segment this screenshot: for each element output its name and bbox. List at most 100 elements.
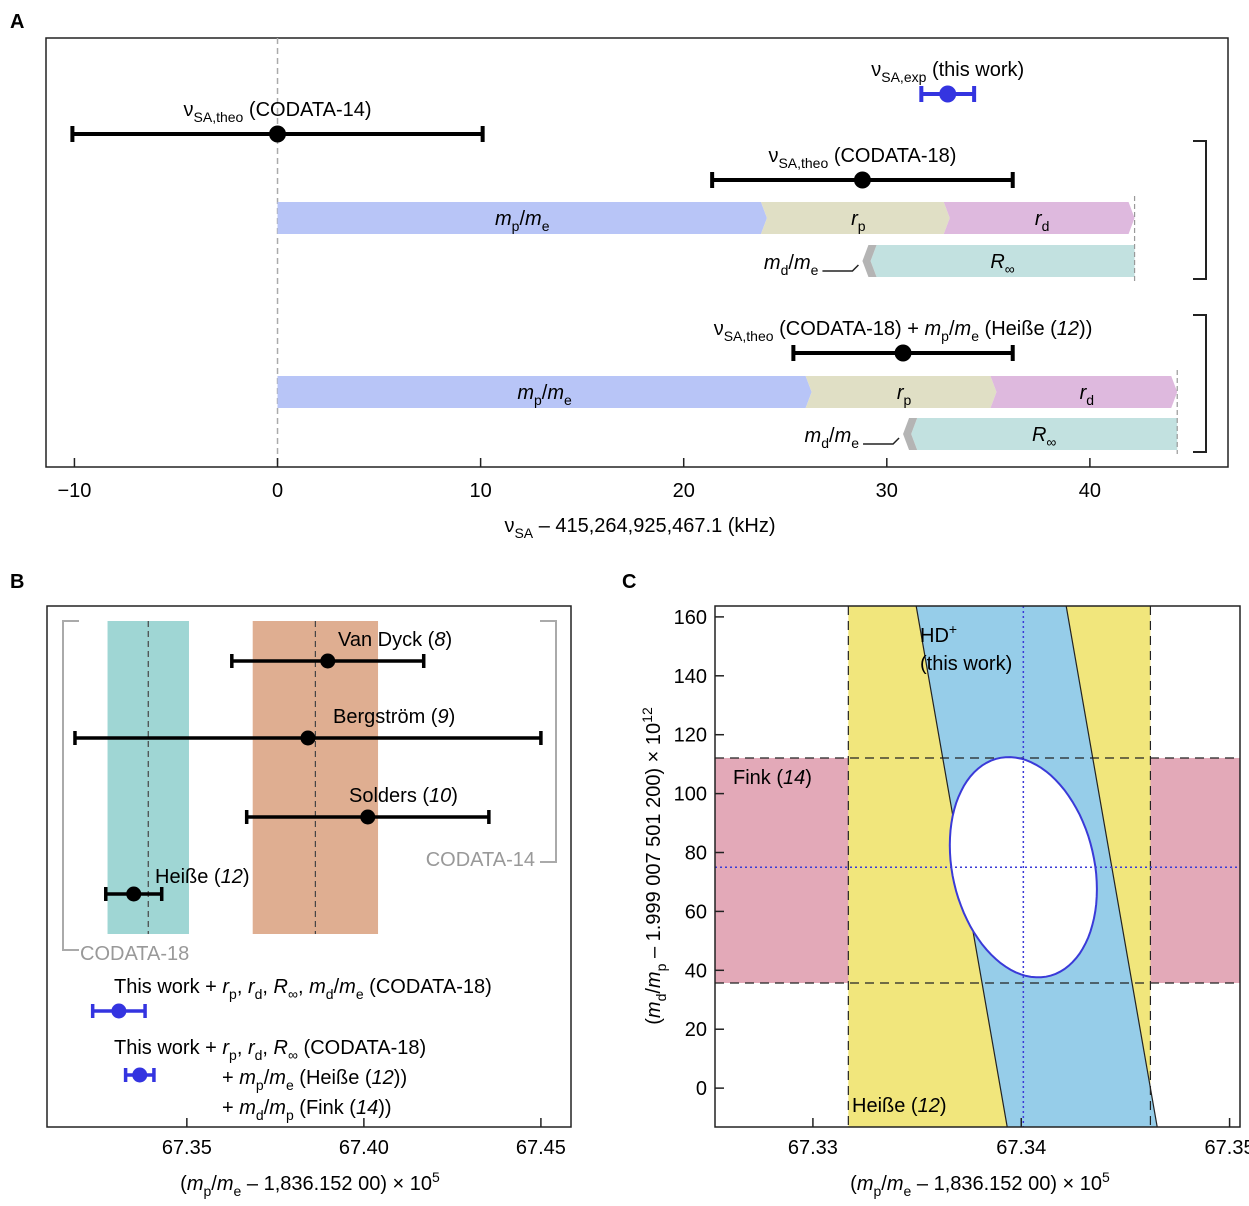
label-part: 10 [429, 785, 451, 807]
y-tick-label: 120 [674, 725, 707, 747]
label-part: R [990, 251, 1004, 273]
data-point [853, 171, 871, 189]
label-part: ) [243, 866, 250, 888]
data-point [111, 1003, 127, 1019]
label-part: )) [1079, 318, 1092, 340]
label-part: p [904, 392, 912, 408]
label-part: Fink ( [733, 767, 783, 789]
contribution-segment [277, 202, 767, 234]
label-part: ∞ [288, 1047, 298, 1063]
label-part: ν [504, 515, 514, 537]
contribution-segment [903, 418, 918, 450]
label-part: m [187, 1173, 204, 1195]
plot-frame [46, 605, 572, 1128]
segment-label: rd [1080, 382, 1094, 408]
label-part: R [274, 976, 288, 998]
label-part: e [286, 1077, 294, 1093]
label-part: – 1.999 007 501 200) × 10 [643, 723, 665, 964]
y-tick-label: 100 [674, 784, 707, 806]
label-part: e [542, 218, 550, 234]
label-part: m [805, 425, 822, 447]
label-part: , [237, 1037, 248, 1059]
label-part: p [286, 1107, 294, 1123]
label-part: / [211, 1173, 217, 1195]
label-part: m [309, 976, 326, 998]
data-point [132, 1067, 148, 1083]
label-part: d [255, 986, 263, 1002]
label-part: 8 [434, 629, 445, 651]
label-part: d [255, 1047, 263, 1063]
label-part: (this work) [920, 653, 1012, 675]
label-part: (Fink ( [294, 1097, 357, 1119]
plot-frame [45, 37, 1229, 468]
segment-label: md/me [805, 425, 860, 451]
contribution-segment [862, 245, 877, 277]
label-part: m [547, 382, 564, 404]
label-part: 14 [356, 1097, 378, 1119]
point-label: νSA,exp (this work) [871, 59, 1024, 85]
label-part: 14 [783, 767, 805, 789]
y-axis-label: (md/mp – 1.999 007 501 200) × 1012 [639, 707, 669, 1025]
label-part: SA [514, 525, 533, 541]
label-part: / [788, 252, 794, 274]
label-part: Heiße ( [155, 866, 221, 888]
label-part: d [326, 986, 334, 1002]
label-part: + [222, 1097, 239, 1119]
label-part: (CODATA-14) [243, 99, 371, 121]
label-part: ν [714, 318, 724, 340]
band-label: CODATA-18 [80, 943, 189, 965]
point-label: + md/mp (Fink (14)) [222, 1097, 392, 1123]
label-part: r [851, 208, 859, 230]
label-part: e [904, 1183, 912, 1199]
x-tick-label: 40 [1079, 480, 1101, 502]
region-label: (this work) [920, 653, 1012, 675]
label-part: / [334, 976, 340, 998]
label-part: , [262, 976, 273, 998]
label-part: p [256, 1077, 264, 1093]
label-part: ( [850, 1173, 857, 1195]
x-axis-label: (mp/me – 1,836.152 00) × 105 [180, 1169, 440, 1199]
x-tick-label: 67.35 [162, 1137, 212, 1159]
x-axis-label: νSA – 415,264,925,467.1 (kHz) [504, 515, 775, 541]
point-label: Heiße (12) [155, 866, 250, 888]
label-part: ∞ [288, 986, 298, 1002]
label-part: d [653, 994, 669, 1002]
contribution-segment [277, 376, 812, 408]
label-part: p [941, 328, 949, 344]
label-part: HD [920, 625, 949, 647]
label-part: e [356, 986, 364, 1002]
band-label: CODATA-14 [426, 849, 535, 871]
point-label: Van Dyck (8) [338, 629, 452, 651]
label-part: p [229, 1047, 237, 1063]
x-tick-label: −10 [57, 480, 91, 502]
label-part: m [269, 1067, 286, 1089]
point-label: This work + rp, rd, R∞, md/me (CODATA-18… [114, 976, 492, 1002]
y-tick-label: 40 [685, 960, 707, 982]
label-part: ν [871, 59, 881, 81]
label-part: / [519, 208, 525, 230]
label-part: )) [394, 1067, 407, 1089]
label-part: Van Dyck ( [338, 629, 435, 651]
label-part: p [512, 218, 520, 234]
segment-label: rp [897, 382, 912, 408]
label-part: , [262, 1037, 273, 1059]
label-part: 12 [1057, 318, 1079, 340]
label-part: d [256, 1107, 264, 1123]
x-tick-label: 67.40 [339, 1137, 389, 1159]
leader-line [863, 437, 900, 445]
label-part: ∞ [1046, 434, 1056, 450]
bracket [540, 620, 557, 863]
label-part: m [339, 976, 356, 998]
point-label: This work + rp, rd, R∞ (CODATA-18) [114, 1037, 426, 1063]
x-axis-label: (mp/me – 1,836.152 00) × 105 [850, 1169, 1110, 1199]
label-part: m [517, 382, 534, 404]
label-part: (this work) [926, 59, 1024, 81]
label-part: This work + [114, 1037, 222, 1059]
point-label: Solders (10) [349, 785, 458, 807]
contribution-segment [760, 202, 950, 234]
data-point [939, 85, 957, 103]
label-part: e [851, 435, 859, 451]
label-part: e [564, 392, 572, 408]
label-part: / [264, 1097, 270, 1119]
label-part: 12 [372, 1067, 394, 1089]
